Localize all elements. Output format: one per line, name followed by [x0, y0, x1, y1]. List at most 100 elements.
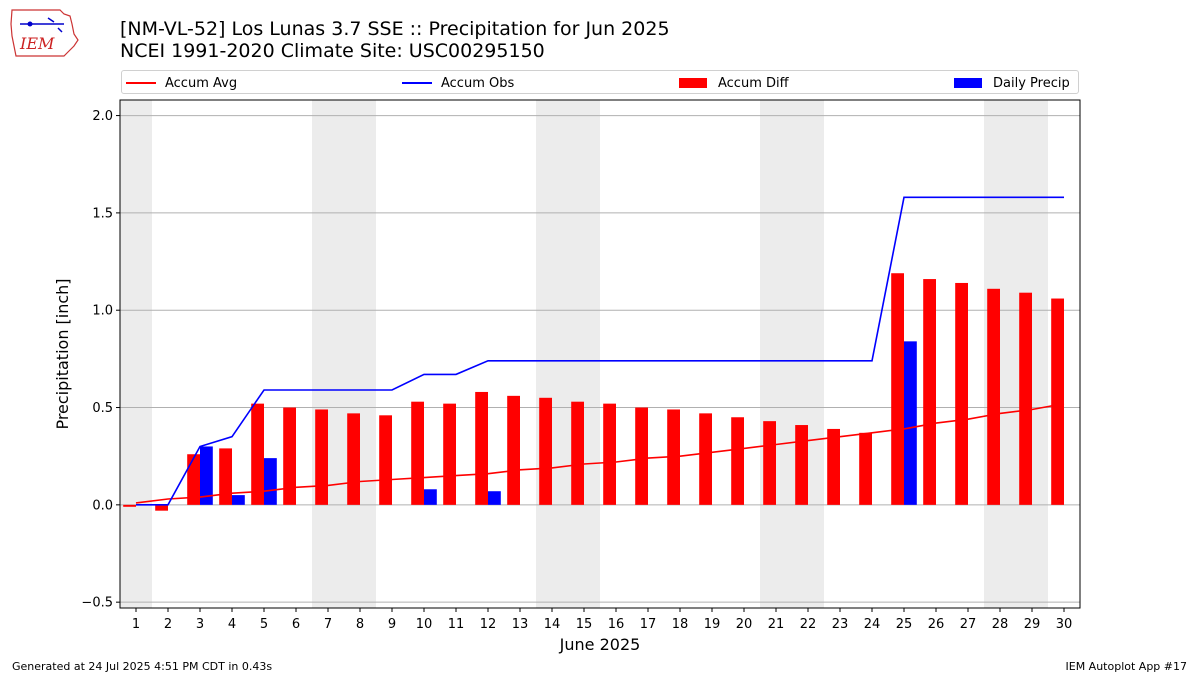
- accum-diff-bar-day-11: [443, 403, 456, 505]
- weekend-band-day-7: [312, 100, 344, 608]
- legend-item-accum-diff: Accum Diff: [679, 74, 789, 92]
- x-tick-label: 6: [292, 617, 300, 632]
- x-tick-label: 22: [800, 617, 817, 632]
- weekend-band-day-14: [536, 100, 568, 608]
- accum-diff-bar-day-23: [827, 428, 840, 505]
- chart-title: [NM-VL-52] Los Lunas 3.7 SSE :: Precipit…: [120, 18, 670, 40]
- y-tick-label: 1.5: [92, 206, 113, 221]
- x-tick-label: 15: [576, 617, 593, 632]
- legend-swatch-accum-avg: [126, 82, 156, 84]
- x-tick-label: 11: [448, 617, 465, 632]
- daily-precip-bar-day-5: [264, 458, 277, 505]
- accum-diff-bar-day-13: [507, 395, 520, 505]
- accum-diff-bar-day-28: [987, 288, 1000, 505]
- x-tick-label: 1: [132, 617, 140, 632]
- legend-item-accum-obs: Accum Obs: [402, 74, 514, 92]
- legend-label-accum-avg: Accum Avg: [165, 75, 238, 91]
- series-lines: [135, 196, 1065, 506]
- accum-diff-bar-day-6: [283, 407, 296, 505]
- accum-diff-bar-day-9: [379, 415, 392, 505]
- legend-item-daily-precip: Daily Precip: [954, 74, 1070, 92]
- accum-diff-bar-day-5: [251, 403, 264, 505]
- legend-swatch-accum-obs: [402, 82, 432, 84]
- legend-label-accum-obs: Accum Obs: [441, 75, 515, 91]
- weekend-band-day-1: [120, 100, 152, 608]
- x-tick-label: 23: [832, 617, 849, 632]
- x-tick-label: 3: [196, 617, 204, 632]
- footer-generated: Generated at 24 Jul 2025 4:51 PM CDT in …: [12, 660, 273, 673]
- accum-avg-line: [135, 402, 1065, 504]
- accum-diff-bar-day-17: [635, 407, 648, 505]
- x-tick-label: 2: [164, 617, 172, 632]
- daily-precip-bar-day-12: [488, 491, 501, 505]
- accum-diff-bar-day-16: [603, 403, 616, 505]
- accum-diff-bar-day-20: [731, 417, 744, 505]
- accum-diff-bar-day-27: [955, 282, 968, 505]
- daily-precip-bar-day-3: [200, 446, 213, 505]
- axis-ticks: −0.50.00.51.01.52.01 2 3 4 5 6 7 8 9 10 11 12 13 14 15…: [81, 109, 1072, 632]
- legend-swatch-accum-diff: [679, 78, 707, 88]
- accum-diff-bar-day-4: [219, 448, 232, 505]
- x-tick-label: 16: [608, 617, 625, 632]
- weekend-band-day-8: [344, 100, 376, 608]
- legend-label-accum-diff: Accum Diff: [718, 75, 789, 91]
- x-tick-label: 21: [768, 617, 785, 632]
- accum-diff-bar-day-7: [315, 409, 328, 505]
- daily-precip-bar-day-25: [904, 341, 917, 505]
- accum-obs-line: [136, 196, 1064, 506]
- weekend-band-day-22: [792, 100, 824, 608]
- y-tick-label: 2.0: [92, 109, 113, 124]
- x-tick-label: 29: [1024, 617, 1041, 632]
- x-tick-label: 9: [388, 617, 396, 632]
- accum-diff-bar-day-29: [1019, 292, 1032, 505]
- accum-diff-bar-day-21: [763, 421, 776, 505]
- accum-diff-bar-day-30: [1051, 298, 1064, 505]
- accum-diff-bar-day-3: [187, 454, 200, 505]
- accum-diff-bar-day-22: [795, 425, 808, 505]
- accum-diff-bar-day-19: [699, 413, 712, 505]
- y-tick-label: 1.0: [92, 304, 113, 319]
- y-axis-label: Precipitation [inch]: [53, 278, 72, 429]
- plot-frame: [119, 99, 1081, 609]
- daily-precip-bar-day-4: [232, 495, 245, 505]
- accum-diff-bar-day-8: [347, 413, 360, 505]
- y-gridlines: [120, 115, 1080, 603]
- x-tick-label: 8: [356, 617, 364, 632]
- x-tick-label: 27: [960, 617, 977, 632]
- x-tick-label: 30: [1056, 617, 1073, 632]
- accum-diff-bar-day-10: [411, 401, 424, 505]
- x-tick-label: 18: [672, 617, 689, 632]
- x-tick-label: 19: [704, 617, 721, 632]
- accum-diff-bar-day-24: [859, 432, 872, 505]
- weekend-band-day-15: [568, 100, 600, 608]
- y-tick-label: 0.5: [92, 401, 113, 416]
- x-tick-label: 5: [260, 617, 268, 632]
- accum-diff-bar-day-15: [571, 401, 584, 505]
- x-tick-label: 13: [512, 617, 529, 632]
- x-tick-label: 24: [864, 617, 881, 632]
- accum-diff-bar-day-2: [155, 504, 168, 511]
- y-tick-label: −0.5: [81, 596, 113, 611]
- x-tick-label: 25: [896, 617, 913, 632]
- iem-logo: IEM: [10, 9, 79, 57]
- x-axis-label: June 2025: [559, 635, 641, 654]
- x-tick-label: 12: [480, 617, 497, 632]
- x-tick-label: 26: [928, 617, 945, 632]
- legend: Accum Avg Accum Obs Accum Diff Daily Pre…: [121, 70, 1079, 94]
- x-tick-label: 20: [736, 617, 753, 632]
- accum-diff-bar-day-26: [923, 279, 936, 505]
- x-tick-label: 10: [416, 617, 433, 632]
- x-tick-label: 17: [640, 617, 657, 632]
- legend-swatch-daily-precip: [954, 78, 982, 88]
- x-tick-label: 14: [544, 617, 561, 632]
- footer-app: IEM Autoplot App #17: [1065, 660, 1188, 673]
- x-tick-label: 28: [992, 617, 1009, 632]
- logo-text: IEM: [19, 34, 55, 53]
- accum-diff-bar-day-12: [475, 391, 488, 505]
- accum-diff-bar-day-14: [539, 397, 552, 505]
- chart-subtitle: NCEI 1991-2020 Climate Site: USC00295150: [120, 40, 545, 62]
- daily-precip-bar-day-10: [424, 489, 437, 505]
- accum-diff-bar-day-1: [123, 504, 136, 507]
- weekend-band-day-21: [760, 100, 792, 608]
